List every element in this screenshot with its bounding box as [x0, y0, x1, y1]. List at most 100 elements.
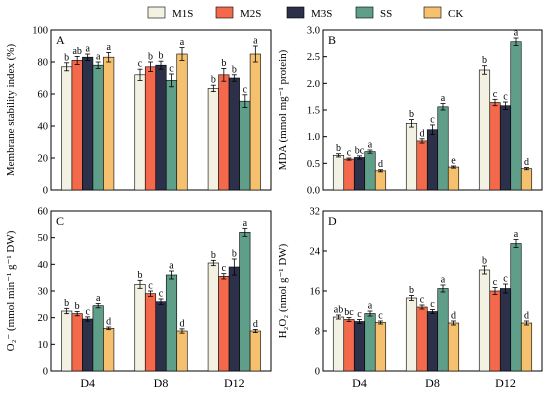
- y-tick-label: 100: [32, 26, 48, 37]
- bar-m1s-d8: [134, 74, 146, 191]
- legend-swatch-ck: [423, 6, 442, 19]
- significance-letter: c: [347, 148, 352, 159]
- significance-letter: d: [106, 317, 111, 328]
- significance-letter: b: [221, 58, 226, 69]
- bar-m2s-d8: [416, 140, 428, 191]
- significance-letter: c: [148, 281, 153, 292]
- bar-m1s-d12: [207, 88, 219, 191]
- panel-b: 0.0 0.5 1.0 1.5 2.0 2.5 3.0 B MDA (mmol mg⁻¹ pro…: [277, 26, 543, 197]
- y-tick-label: 24: [310, 247, 321, 258]
- significance-letter: d: [378, 159, 383, 170]
- bar-m1s-d8: [405, 123, 418, 191]
- bar-m2s-d12: [218, 276, 230, 372]
- bar-ss-d8: [165, 274, 178, 372]
- significance-letter: a: [368, 301, 373, 312]
- significance-letter: c: [493, 89, 498, 100]
- significance-letter: c: [503, 274, 508, 285]
- significance-letter: b: [64, 298, 69, 309]
- bar-m2s-d8: [144, 66, 157, 191]
- significance-letter: a: [514, 229, 519, 240]
- bar-m1s-d8: [134, 284, 146, 372]
- x-tick-label-d8: D8: [154, 376, 169, 390]
- bar-m3s-d8: [426, 311, 439, 372]
- bar-m3s-d8: [426, 129, 439, 191]
- significance-letter: b: [482, 256, 487, 267]
- bar-m3s-d4: [82, 56, 94, 191]
- bar-m2s-d12: [218, 74, 230, 191]
- significance-letter: a: [441, 93, 446, 104]
- significance-letter: c: [420, 295, 425, 306]
- bar-ck-d8: [176, 53, 188, 191]
- significance-letter: ab: [72, 46, 81, 57]
- significance-letter: c: [503, 92, 508, 103]
- bar-ss-d12: [239, 100, 251, 191]
- y-tick-label: 1.5: [307, 106, 320, 117]
- y-axis-label: O₂⁻ (mmol min⁻¹ g⁻¹ DW): [5, 230, 17, 351]
- bar-m2s-d4: [343, 158, 355, 191]
- bar-m1s-d4: [332, 155, 345, 191]
- bar-m3s-d4: [82, 318, 94, 372]
- x-tick-label-d4: D4: [80, 376, 95, 390]
- y-tick-label: 8: [315, 327, 320, 338]
- y-tick-label: 2.0: [307, 79, 320, 90]
- significance-letter: c: [430, 299, 435, 310]
- y-tick-label: 60: [38, 207, 49, 218]
- bar-m1s-d4: [61, 66, 73, 191]
- significance-letter: e: [451, 156, 456, 167]
- bar-ck-d12: [520, 322, 533, 372]
- significance-letter: b: [138, 270, 143, 281]
- significance-letter: b: [75, 301, 80, 312]
- significance-letter: b: [482, 55, 487, 66]
- legend-label-m3s: M3S: [311, 8, 332, 20]
- bar-m2s-d12: [489, 290, 501, 372]
- significance-letter: b: [232, 64, 237, 75]
- y-tick-label: 60: [38, 90, 49, 101]
- bar-ck-d12: [520, 168, 533, 191]
- bar-m2s-d8: [144, 293, 157, 372]
- panel-a: 0 20 40 60 80 100 A Membrane stability index (%…: [5, 26, 272, 197]
- significance-letter: c: [243, 84, 248, 95]
- bar-ss-d4: [364, 151, 376, 191]
- legend-label-ck: CK: [448, 8, 463, 20]
- significance-letter: a: [96, 52, 101, 63]
- y-axis-label: MDA (mmol mg⁻¹ protein): [277, 49, 289, 170]
- bar-m2s-d4: [71, 313, 83, 372]
- bar-ck-d4: [103, 328, 115, 372]
- significance-letter: c: [430, 114, 435, 125]
- y-tick-label: 0.0: [307, 186, 320, 197]
- panel-letter: A: [56, 33, 65, 47]
- significance-letter: a: [514, 28, 519, 39]
- significance-letter: b: [148, 52, 153, 63]
- y-tick-label: 20: [38, 154, 49, 165]
- y-axis-label: Membrane stability index (%): [5, 44, 17, 177]
- y-tick-label: 20: [38, 313, 49, 324]
- significance-letter: b: [211, 75, 216, 86]
- significance-letter: c: [357, 309, 362, 320]
- bar-ck-d4: [374, 170, 387, 191]
- bar-ss-d8: [437, 106, 449, 191]
- y-tick-label: 0.5: [307, 159, 320, 170]
- significance-letter: b: [409, 285, 414, 296]
- bar-m2s-d4: [343, 319, 355, 372]
- bar-m2s-d12: [489, 102, 501, 191]
- bar-m3s-d4: [353, 157, 366, 191]
- bar-ck-d8: [447, 322, 460, 372]
- legend-label-m2s: M2S: [240, 8, 261, 20]
- legend-swatch-m3s: [286, 6, 305, 19]
- bar-m2s-d8: [416, 306, 428, 372]
- bar-ck-d12: [249, 330, 261, 372]
- bar-ck-d4: [374, 322, 387, 372]
- bar-m3s-d12: [228, 77, 240, 191]
- y-tick-label: 2.5: [307, 52, 320, 63]
- bar-m3s-d12: [499, 105, 512, 191]
- legend: M1S M2S M3S SS CK: [147, 6, 463, 20]
- y-tick-label: 10: [38, 340, 49, 351]
- y-tick-label: 32: [310, 207, 321, 218]
- significance-letter: c: [222, 263, 227, 274]
- bar-ss-d8: [437, 288, 449, 372]
- significance-letter: a: [243, 218, 248, 229]
- significance-letter: c: [378, 311, 383, 322]
